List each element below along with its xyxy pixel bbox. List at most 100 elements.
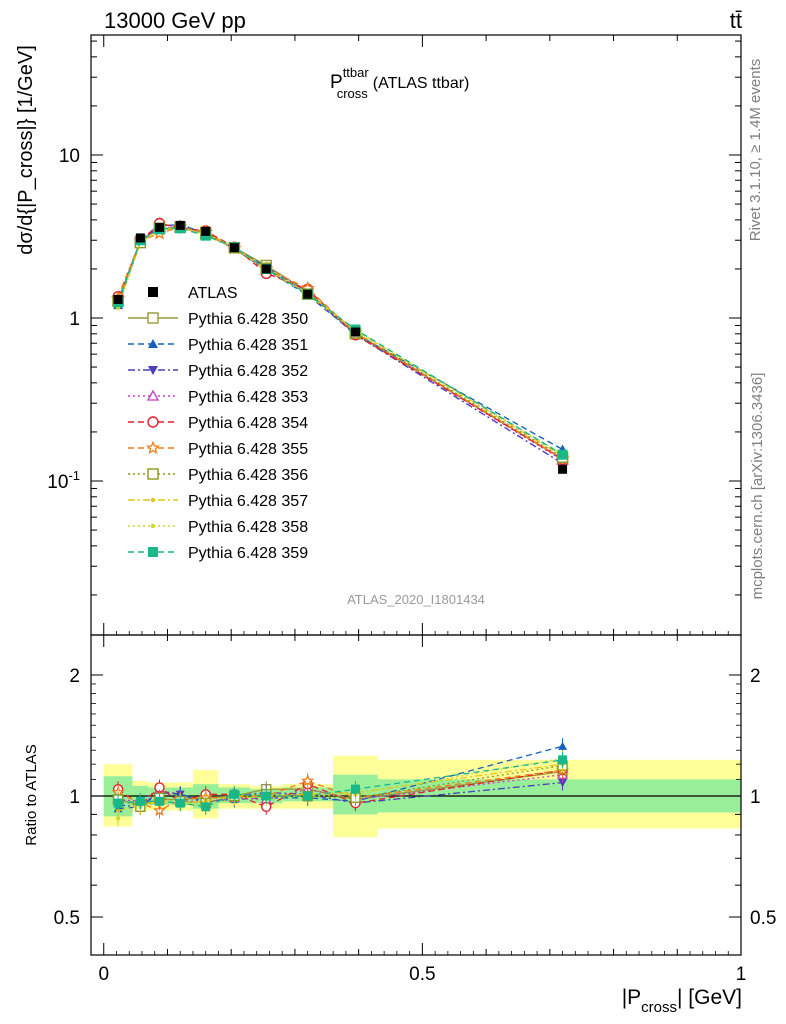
legend-label: Pythia 6.428 355	[188, 441, 308, 458]
ratio-frame	[90, 634, 742, 956]
series-line	[117, 224, 563, 465]
legend-entry: Pythia 6.428 354	[128, 415, 308, 432]
ratio-point	[261, 791, 271, 801]
ratio-series-pythia-6.428-359	[113, 751, 568, 815]
legend-entry: Pythia 6.428 351	[128, 337, 308, 354]
legend-marker	[150, 497, 156, 503]
ratio-line	[117, 770, 563, 806]
legend-label: Pythia 6.428 358	[188, 519, 308, 536]
legend-entry: Pythia 6.428 352	[128, 363, 308, 380]
y-tick-label-ratio: 2	[69, 666, 80, 687]
series-pythia-6.428-359	[113, 223, 568, 460]
series-atlas	[113, 220, 568, 474]
ratio-point	[301, 774, 315, 787]
series-line	[117, 226, 563, 460]
ratio-point	[175, 798, 185, 808]
legend-entry: Pythia 6.428 357	[128, 493, 308, 510]
legend-marker	[147, 416, 159, 428]
data-point-atlas	[303, 289, 313, 299]
legend-label: Pythia 6.428 350	[188, 311, 308, 328]
series-pythia-6.428-354	[112, 217, 569, 465]
legend-entry: Pythia 6.428 353	[128, 389, 308, 406]
data-point-atlas	[201, 226, 211, 236]
y-tick-label-main: 10-1	[47, 468, 80, 493]
y-tick-label-ratio-right: 0.5	[750, 908, 776, 929]
x-tick-label: 0	[98, 964, 109, 985]
data-point-atlas	[135, 233, 145, 243]
legend-marker	[148, 547, 158, 557]
main-panel: 10 1 10-1 Pttbar cross (ATLAS ttbar) dσ/d{|P…	[15, 34, 742, 636]
ratio-point	[558, 741, 568, 750]
legend-label: Pythia 6.428 354	[188, 415, 308, 432]
legend-entry: Pythia 6.428 355	[128, 440, 308, 458]
ratio-line	[118, 745, 563, 810]
series-pythia-6.428-352	[113, 221, 568, 469]
main-ylabel: dσ/d{|P_cross|} [1/GeV]	[15, 45, 37, 255]
data-point-atlas	[261, 264, 271, 274]
series-pythia-6.428-353	[111, 218, 569, 465]
series-pythia-6.428-356	[112, 221, 569, 463]
series-pythia-6.428-357	[115, 226, 565, 459]
data-point-atlas	[558, 464, 568, 474]
chart-title: Pttbar cross (ATLAS ttbar)	[330, 65, 469, 101]
legend-entry: Pythia 6.428 359	[128, 545, 308, 562]
ratio-point	[201, 802, 211, 812]
legend-label: ATLAS	[188, 285, 238, 302]
ratio-ylabel: Ratio to ATLAS	[23, 744, 40, 845]
rivet-label: Rivet 3.1.10, ≥ 1.4M events	[747, 59, 764, 242]
legend: ATLAS Pythia 6.428 350 Pythia 6.428 351 Pyt…	[128, 285, 308, 562]
data-point-atlas	[175, 220, 185, 230]
legend-label: Pythia 6.428 359	[188, 545, 308, 562]
ratio-point	[558, 778, 568, 788]
legend-entry: Pythia 6.428 350	[128, 311, 308, 328]
legend-marker	[145, 440, 161, 455]
ratio-plot-area	[91, 738, 741, 838]
ratio-panel: 0 0.5 1 2 2 1 1 0.5 0.5 Ratio to ATLAS	[23, 634, 776, 985]
analysis-watermark: ATLAS_2020_I1801434	[347, 592, 485, 607]
y-tick-label-ratio-right: 1	[750, 787, 761, 808]
ratio-point	[229, 789, 239, 799]
legend-marker	[146, 389, 160, 401]
y-tick-label-ratio: 0.5	[54, 908, 80, 929]
x-tick-label: 1	[736, 964, 747, 985]
ratio-line	[117, 757, 563, 819]
y-tick-label-ratio: 1	[69, 787, 80, 808]
x-axis-label: |Pcross| [GeV]	[622, 986, 742, 1016]
series-pythia-6.428-350	[112, 221, 569, 465]
series-line	[117, 222, 563, 460]
legend-marker	[148, 287, 158, 297]
legend-label: Pythia 6.428 357	[188, 493, 308, 510]
legend-marker	[148, 366, 158, 375]
data-point-atlas	[350, 327, 360, 337]
legend-entry: Pythia 6.428 356	[128, 467, 308, 484]
series-pythia-6.428-358	[115, 225, 565, 457]
series-line	[117, 223, 563, 461]
ratio-line	[118, 759, 563, 808]
legend-marker	[150, 523, 156, 529]
legend-label: Pythia 6.428 352	[188, 363, 308, 380]
main-axis-ticks: 10 1 10-1	[47, 35, 742, 635]
ratio-point	[135, 796, 145, 806]
data-point	[557, 449, 568, 460]
data-point-atlas	[155, 222, 165, 232]
legend-label: Pythia 6.428 351	[188, 337, 308, 354]
data-point-atlas	[113, 294, 123, 304]
legend-marker	[147, 468, 159, 480]
ratio-point	[113, 798, 123, 808]
y-tick-label-main: 1	[69, 309, 80, 330]
y-tick-label-ratio-right: 2	[750, 666, 761, 687]
ratio-point	[303, 791, 313, 801]
series-line	[117, 227, 563, 456]
legend-label: Pythia 6.428 353	[188, 389, 308, 406]
y-tick-label-main: 10	[59, 146, 80, 167]
legend-marker	[148, 339, 158, 348]
chart-title-tail: (ATLAS ttbar)	[373, 75, 470, 92]
series-line	[117, 226, 563, 460]
series-pythia-6.428-355	[110, 219, 570, 465]
data-point-atlas	[229, 243, 239, 253]
ratio-axis-ticks: 0 0.5 1 2 2 1 1 0.5 0.5	[54, 635, 776, 985]
series-line	[117, 226, 563, 455]
chart-title-sup: ttbar	[343, 65, 370, 80]
ratio-point	[115, 816, 121, 821]
legend-label: Pythia 6.428 356	[188, 467, 308, 484]
